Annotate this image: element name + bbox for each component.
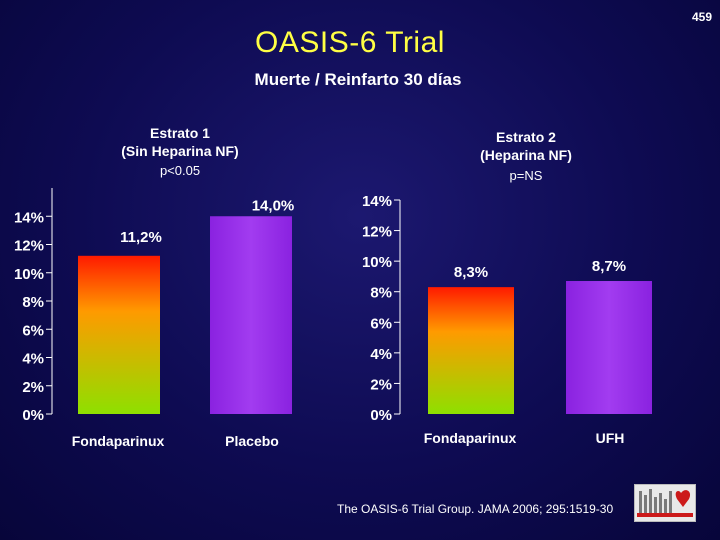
y-tick-label: 4% (370, 346, 392, 363)
slide-subtitle: Muerte / Reinfarto 30 días (254, 70, 462, 89)
x-category-label: Placebo (225, 433, 279, 449)
x-category-label: Fondaparinux (72, 433, 165, 449)
stratum-2-title-line-1: Estrato 2 (496, 129, 556, 145)
bar-ufh (566, 281, 652, 414)
y-tick-label: 0% (22, 407, 44, 424)
x-category-label: Fondaparinux (424, 430, 517, 446)
bar-value-label: 8,3% (454, 264, 488, 281)
stratum-2-title: Estrato 2 (Heparina NF) (426, 128, 626, 164)
slide-number: 459 (691, 10, 712, 24)
y-tick-label: 4% (22, 351, 44, 368)
bar-value-label: 14,0% (252, 197, 295, 214)
stratum-1-p-value: p<0.05 (159, 163, 201, 178)
y-tick-label: 2% (22, 379, 44, 396)
stratum-1-title-line-2: (Sin Heparina NF) (121, 143, 239, 159)
y-tick-label: 10% (14, 266, 44, 283)
y-tick-label: 14% (362, 193, 392, 210)
stratum-1-title: Estrato 1 (Sin Heparina NF) (80, 124, 280, 160)
citation: The OASIS-6 Trial Group. JAMA 2006; 295:… (337, 502, 614, 516)
y-tick-label: 14% (14, 209, 44, 226)
y-tick-label: 6% (22, 322, 44, 339)
y-tick-label: 0% (370, 407, 392, 424)
y-tick-label: 8% (370, 285, 392, 302)
slide-title: OASIS-6 Trial (255, 26, 445, 59)
y-tick-label: 6% (370, 315, 392, 332)
bar-value-label: 11,2% (120, 229, 162, 246)
stratum-2-p-value: p=NS (509, 168, 543, 183)
bar-placebo (210, 216, 292, 414)
y-tick-label: 2% (370, 376, 392, 393)
y-tick-label: 12% (362, 224, 392, 241)
bar-value-label: 8,7% (592, 258, 626, 275)
stratum-2-title-line-2: (Heparina NF) (480, 147, 572, 163)
y-tick-label: 10% (362, 254, 392, 271)
bar-fondaparinux (428, 287, 514, 414)
publisher-logo (634, 484, 696, 522)
bar-fondaparinux (78, 255, 160, 414)
x-category-label: UFH (596, 430, 625, 446)
chart-stratum-2: 0% 2% 4% 6% 8% 10% 12% 14% 8,3% Fondaparinux 8,7% U… (362, 193, 652, 446)
chart-stratum-1: 0% 2% 4% 6% 8% 10% 12% 14% 11,2% Fondaparinux 14,0… (14, 188, 294, 449)
y-tick-label: 12% (14, 238, 44, 255)
y-tick-label: 8% (22, 294, 44, 311)
stratum-1-title-line-1: Estrato 1 (150, 125, 210, 141)
